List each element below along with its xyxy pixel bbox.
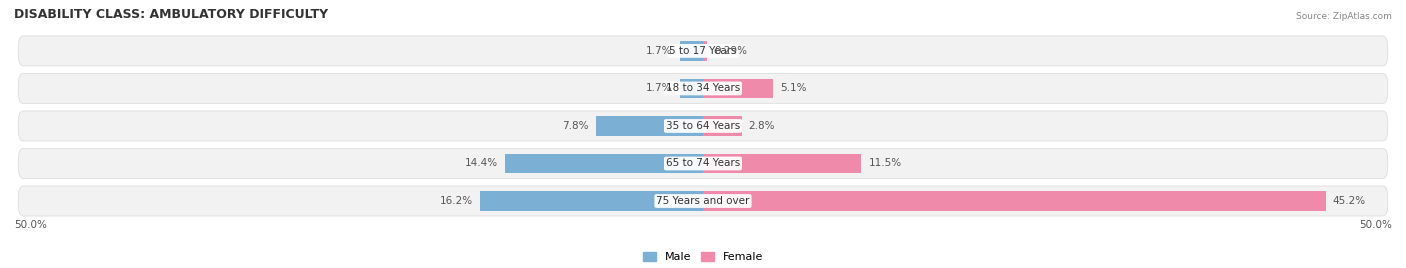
- Text: 18 to 34 Years: 18 to 34 Years: [666, 83, 740, 94]
- Bar: [679, 79, 703, 98]
- Bar: [703, 116, 741, 136]
- FancyBboxPatch shape: [18, 73, 1388, 103]
- Text: 45.2%: 45.2%: [1333, 196, 1365, 206]
- Text: 65 to 74 Years: 65 to 74 Years: [666, 158, 740, 169]
- Bar: [703, 191, 1326, 211]
- Text: 1.7%: 1.7%: [647, 46, 672, 56]
- Text: 0.29%: 0.29%: [714, 46, 747, 56]
- Text: 16.2%: 16.2%: [440, 196, 472, 206]
- Bar: [505, 154, 703, 173]
- Text: 75 Years and over: 75 Years and over: [657, 196, 749, 206]
- Text: 50.0%: 50.0%: [14, 220, 46, 230]
- Bar: [679, 41, 703, 61]
- Text: DISABILITY CLASS: AMBULATORY DIFFICULTY: DISABILITY CLASS: AMBULATORY DIFFICULTY: [14, 8, 328, 21]
- Bar: [703, 154, 862, 173]
- Text: 5.1%: 5.1%: [780, 83, 807, 94]
- Bar: [479, 191, 703, 211]
- Text: 5 to 17 Years: 5 to 17 Years: [669, 46, 737, 56]
- Text: 35 to 64 Years: 35 to 64 Years: [666, 121, 740, 131]
- Text: 50.0%: 50.0%: [1360, 220, 1392, 230]
- FancyBboxPatch shape: [18, 36, 1388, 66]
- Text: 2.8%: 2.8%: [748, 121, 775, 131]
- Text: 1.7%: 1.7%: [647, 83, 672, 94]
- Text: 11.5%: 11.5%: [869, 158, 901, 169]
- FancyBboxPatch shape: [18, 111, 1388, 141]
- FancyBboxPatch shape: [18, 148, 1388, 178]
- Text: Source: ZipAtlas.com: Source: ZipAtlas.com: [1296, 12, 1392, 21]
- Legend: Male, Female: Male, Female: [638, 247, 768, 267]
- Bar: [703, 41, 707, 61]
- FancyBboxPatch shape: [18, 186, 1388, 216]
- Bar: [703, 79, 773, 98]
- Text: 14.4%: 14.4%: [464, 158, 498, 169]
- Bar: [596, 116, 703, 136]
- Text: 7.8%: 7.8%: [562, 121, 589, 131]
